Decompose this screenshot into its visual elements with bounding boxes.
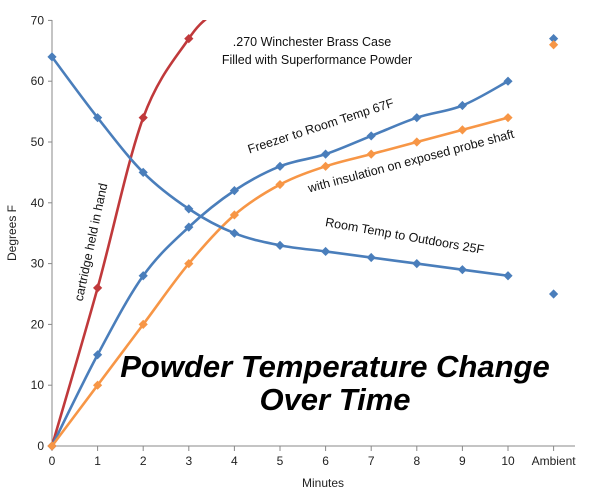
data-point [93,283,103,293]
data-point [457,100,467,111]
data-point [184,204,194,214]
series-group [47,20,207,451]
y-axis-title: Degrees F [5,205,19,261]
x-tick-label: 3 [185,454,192,468]
data-point [184,222,194,232]
data-point [47,52,57,62]
series-line [50,116,509,447]
axes [51,20,575,447]
data-point [321,149,331,159]
x-tick-label: 1 [94,454,101,468]
data-point [229,186,239,196]
data-point [503,271,513,281]
label-with-insulation: with insulation on exposed probe shaft [305,127,515,196]
series-layer [47,20,559,451]
data-point [366,252,376,263]
y-tick-label: 60 [31,74,45,88]
data-point [366,149,376,159]
x-tick-label: 2 [140,454,147,468]
data-point [93,113,103,123]
series-line [50,80,509,447]
x-tick-label: 4 [231,454,238,468]
chart-title-line-2: Over Time [259,382,410,417]
x-tick-label: Ambient [532,454,577,468]
series-group [47,40,559,451]
y-tick-label: 30 [31,257,45,271]
data-point [138,271,148,281]
data-point [321,246,331,257]
subtitle-line-2: Filled with Superformance Powder [222,53,412,67]
data-point [47,441,57,451]
data-point [412,113,422,123]
subtitle-line-1: .270 Winchester Brass Case [233,35,391,49]
data-point [321,161,331,171]
data-point [457,265,467,275]
data-point [184,259,194,269]
data-point [138,167,148,177]
data-point [93,350,103,360]
data-point [138,113,148,123]
data-point [275,179,285,190]
data-point [229,210,239,220]
series-group [47,52,559,299]
y-tick-label: 50 [31,135,45,149]
x-ticks: 0 1 2 3 4 5 6 7 8 9 10 Ambient [49,446,577,468]
x-tick-label: 5 [277,454,284,468]
y-tick-label: 70 [31,13,45,27]
data-point [549,34,559,44]
chart-title-line-1: Powder Temperature Change [120,349,550,384]
y-tick-label: 40 [31,196,45,210]
x-tick-label: 10 [501,454,515,468]
y-tick-label: 10 [31,378,45,392]
data-point [366,131,376,141]
data-point [93,380,103,390]
label-freezer-to-room: Freezer to Room Temp 67F [246,96,396,157]
x-tick-label: 9 [459,454,466,468]
data-point [549,289,559,299]
data-point [138,319,148,329]
y-ticks: 0 10 20 30 40 50 60 70 [31,13,52,453]
y-tick-label: 20 [31,317,45,331]
x-tick-label: 0 [49,454,56,468]
data-point [457,125,467,135]
y-tick-label: 0 [37,439,44,453]
data-point [412,137,422,147]
data-point [275,240,285,250]
label-room-to-outdoors: Room Temp to Outdoors 25F [324,215,485,257]
x-tick-label: 6 [322,454,329,468]
data-point [412,259,422,269]
label-cartridge-held-in-hand: cartridge held in hand [72,182,111,303]
data-point [184,34,194,44]
data-point [503,76,513,86]
data-point [549,40,559,50]
x-tick-label: 8 [413,454,420,468]
x-axis-title: Minutes [302,476,344,490]
data-point [275,161,285,171]
x-tick-label: 7 [368,454,375,468]
data-point [503,113,513,123]
data-point [229,228,239,238]
